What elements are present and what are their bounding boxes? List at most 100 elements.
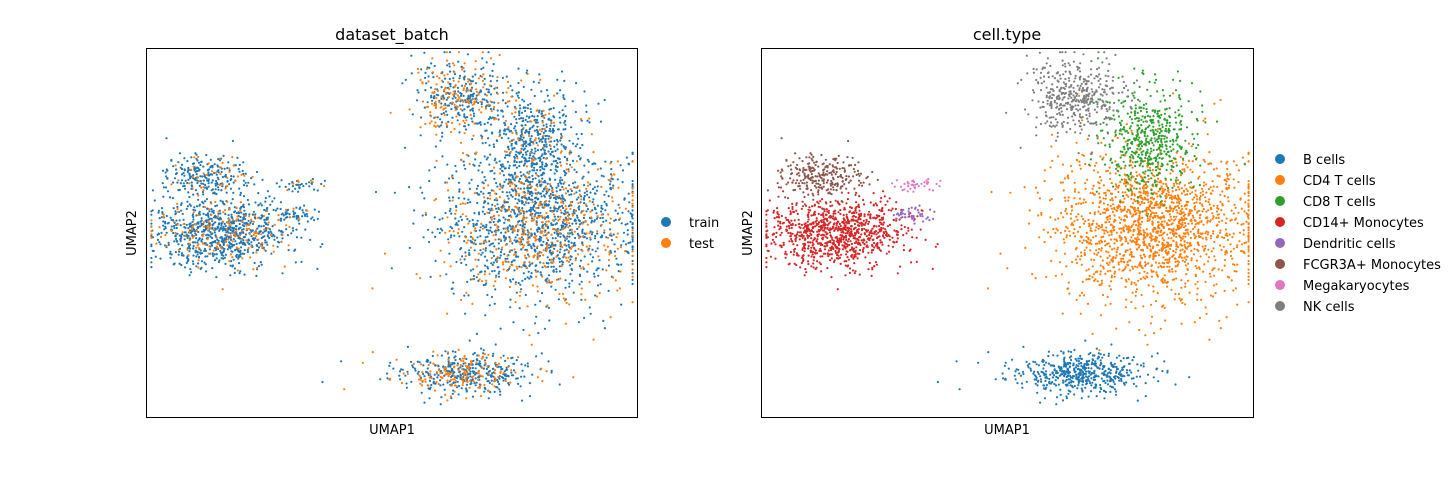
scatter-point: [498, 383, 501, 386]
scatter-point: [464, 362, 467, 365]
scatter-point: [239, 193, 242, 197]
scatter-point: [511, 231, 514, 234]
scatter-point: [440, 86, 443, 89]
scatter-point: [465, 397, 468, 400]
scatter-point: [421, 100, 425, 103]
scatter-point: [215, 276, 218, 279]
scatter-point: [528, 261, 531, 264]
scatter-point: [522, 140, 525, 143]
scatter-point: [561, 185, 564, 189]
scatter-point: [535, 235, 538, 238]
scatter-point: [559, 189, 562, 192]
scatter-point: [457, 80, 460, 83]
scatter-point: [545, 199, 548, 203]
scatter-point: [429, 115, 433, 118]
scatter-point: [554, 194, 557, 197]
scatter-point: [459, 215, 462, 218]
scatter-point: [555, 195, 559, 198]
scatter-point: [585, 104, 588, 107]
scatter-point: [1042, 387, 1046, 390]
scatter-point: [227, 226, 230, 229]
scatter-point: [557, 215, 560, 218]
scatter-point: [499, 129, 502, 132]
scatter-point: [222, 227, 225, 230]
scatter-point: [595, 189, 599, 192]
scatter-point: [181, 212, 184, 215]
scatter-point: [502, 379, 505, 382]
scatter-point: [489, 153, 492, 156]
scatter-point: [591, 260, 594, 263]
scatter-point: [477, 77, 480, 80]
scatter-point: [283, 265, 286, 268]
scatter-point: [189, 268, 192, 271]
scatter-point: [202, 221, 205, 224]
scatter-point: [166, 177, 169, 180]
scatter-point: [451, 121, 454, 125]
scatter-point: [446, 163, 449, 166]
scatter-point: [188, 203, 191, 206]
scatter-point: [1025, 380, 1028, 383]
scatter-point: [561, 245, 564, 249]
scatter-point: [542, 109, 545, 112]
scatter-point: [540, 180, 543, 183]
scatter-point: [434, 235, 437, 238]
scatter-point: [408, 186, 411, 189]
scatter-point: [187, 257, 190, 261]
scatter-point: [520, 111, 524, 114]
scatter-point: [309, 238, 312, 241]
scatter-point: [281, 212, 284, 215]
scatter-point: [1041, 358, 1044, 361]
scatter-point: [612, 184, 615, 187]
scatter-point: [568, 224, 571, 227]
scatter-point: [474, 73, 477, 76]
scatter-point: [516, 157, 519, 160]
scatter-point: [483, 123, 486, 126]
scatter-point: [419, 186, 422, 189]
scatter-point: [609, 228, 612, 231]
scatter-point: [420, 68, 423, 71]
scatter-point: [631, 205, 634, 208]
scatter-point: [422, 236, 425, 239]
scatter-point: [165, 244, 168, 247]
scatter-point: [233, 271, 236, 274]
scatter-point: [234, 240, 237, 243]
scatter-point: [444, 86, 447, 89]
scatter-point: [457, 393, 460, 396]
scatter-point: [1095, 347, 1098, 350]
scatter-point: [230, 175, 233, 178]
scatter-point: [541, 266, 544, 269]
scatter-point: [1087, 395, 1090, 398]
scatter-point: [598, 291, 601, 295]
scatter-point: [439, 139, 442, 142]
scatter-point: [530, 214, 533, 218]
scatter-point: [202, 189, 205, 192]
scatter-point: [531, 198, 534, 201]
scatter-point: [517, 187, 520, 190]
scatter-point: [537, 212, 540, 215]
scatter-point: [508, 285, 511, 289]
scatter-point: [186, 181, 189, 185]
scatter-point: [484, 239, 487, 242]
scatter-point: [225, 191, 228, 194]
scatter-point: [252, 268, 255, 271]
scatter-point: [1108, 375, 1111, 378]
scatter-point: [178, 219, 181, 222]
scatter-point: [1034, 361, 1037, 364]
scatter-point: [242, 172, 245, 175]
scatter-point: [555, 143, 559, 146]
scatter-point: [501, 190, 504, 194]
scatter-point: [482, 352, 485, 355]
scatter-point: [475, 361, 478, 364]
scatter-point: [267, 212, 270, 216]
scatter-point: [498, 131, 501, 134]
scatter-point: [417, 71, 420, 74]
scatter-point: [554, 288, 557, 291]
scatter-point: [150, 225, 153, 228]
scatter-point: [383, 252, 387, 255]
scatter-point: [559, 248, 562, 251]
scatter-point: [449, 207, 452, 210]
scatter-point: [191, 187, 194, 190]
scatter-point: [469, 235, 472, 238]
scatter-point: [240, 173, 243, 176]
scatter-point: [435, 197, 438, 201]
